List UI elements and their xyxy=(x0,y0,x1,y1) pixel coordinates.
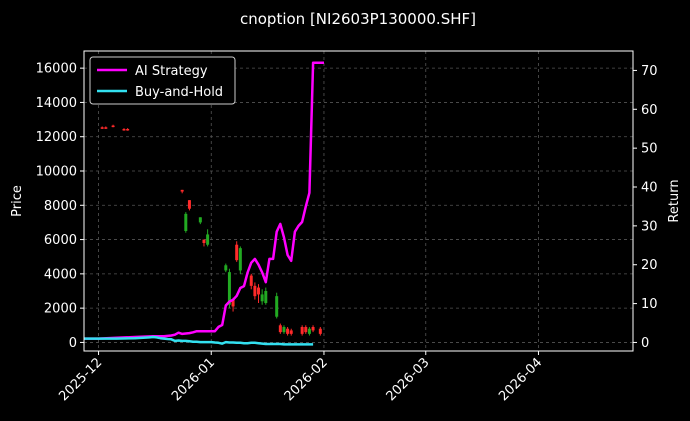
candle-body xyxy=(231,299,235,307)
candle-body xyxy=(126,129,130,131)
candle-body xyxy=(282,327,286,333)
candle-body xyxy=(289,330,293,334)
candles xyxy=(100,124,322,336)
plot-frame xyxy=(83,50,634,352)
candle-body xyxy=(187,200,191,209)
candle-body xyxy=(104,127,108,129)
candle-body xyxy=(100,127,104,129)
candle-body xyxy=(238,248,242,271)
candle-body xyxy=(111,125,115,128)
candle-body xyxy=(264,291,268,303)
candle-body xyxy=(180,189,184,192)
candle-body xyxy=(286,328,290,334)
candle-body xyxy=(206,234,210,245)
series-lines xyxy=(84,61,324,346)
candle-body xyxy=(304,327,308,333)
right-y-tick-label: 20 xyxy=(641,258,658,273)
candle-body xyxy=(260,294,264,302)
candle-body xyxy=(275,296,279,317)
candle-body xyxy=(311,327,315,331)
right-y-tick-label: 10 xyxy=(641,297,658,312)
candle-body xyxy=(122,129,126,131)
right-y-tick-label: 40 xyxy=(641,181,658,196)
right-y-tick-label: 70 xyxy=(641,64,658,79)
right-y-axis-label: Return xyxy=(667,179,682,222)
left-y-tick-label: 4000 xyxy=(44,267,77,282)
candle-body xyxy=(300,327,304,334)
left-y-tick-label: 2000 xyxy=(44,302,77,317)
candle-body xyxy=(257,287,261,295)
left-y-tick-label: 14000 xyxy=(36,96,77,111)
left-y-axis: 0 2000 4000 6000 8000 10000 12000 14000 16000 xyxy=(36,62,84,351)
candle-body xyxy=(253,285,257,297)
chart-title: cnoption [NI2603P130000.SHF] xyxy=(240,10,476,28)
left-y-tick-label: 12000 xyxy=(36,130,77,145)
left-y-tick-label: 6000 xyxy=(44,233,77,248)
right-y-tick-label: 30 xyxy=(641,219,658,234)
legend: AI Strategy Buy-and-Hold xyxy=(89,56,236,105)
candle-body xyxy=(198,217,202,223)
left-y-tick-label: 0 xyxy=(69,336,77,351)
left-y-tick-label: 16000 xyxy=(36,62,77,77)
right-y-axis: 0 10 20 30 40 50 60 70 xyxy=(633,64,658,351)
candle-body xyxy=(307,328,311,334)
candle-body xyxy=(202,239,206,243)
left-y-tick-label: 8000 xyxy=(44,199,77,214)
candle-body xyxy=(224,265,228,271)
right-y-tick-label: 50 xyxy=(641,142,658,157)
left-y-axis-label: Price xyxy=(10,185,25,217)
candle-body xyxy=(227,272,231,305)
candle-body xyxy=(249,275,253,286)
candle-body xyxy=(278,325,282,333)
legend-label-ai-strategy: AI Strategy xyxy=(135,64,208,79)
right-y-tick-label: 0 xyxy=(641,336,649,351)
left-y-tick-label: 10000 xyxy=(36,165,77,180)
buy-and-hold-line xyxy=(84,335,314,346)
candle-body xyxy=(318,328,322,334)
legend-label-buy-and-hold: Buy-and-Hold xyxy=(135,85,223,100)
candle-body xyxy=(235,244,239,261)
ai-strategy-line xyxy=(84,61,324,340)
right-y-tick-label: 60 xyxy=(641,103,658,118)
candle-body xyxy=(184,213,188,231)
